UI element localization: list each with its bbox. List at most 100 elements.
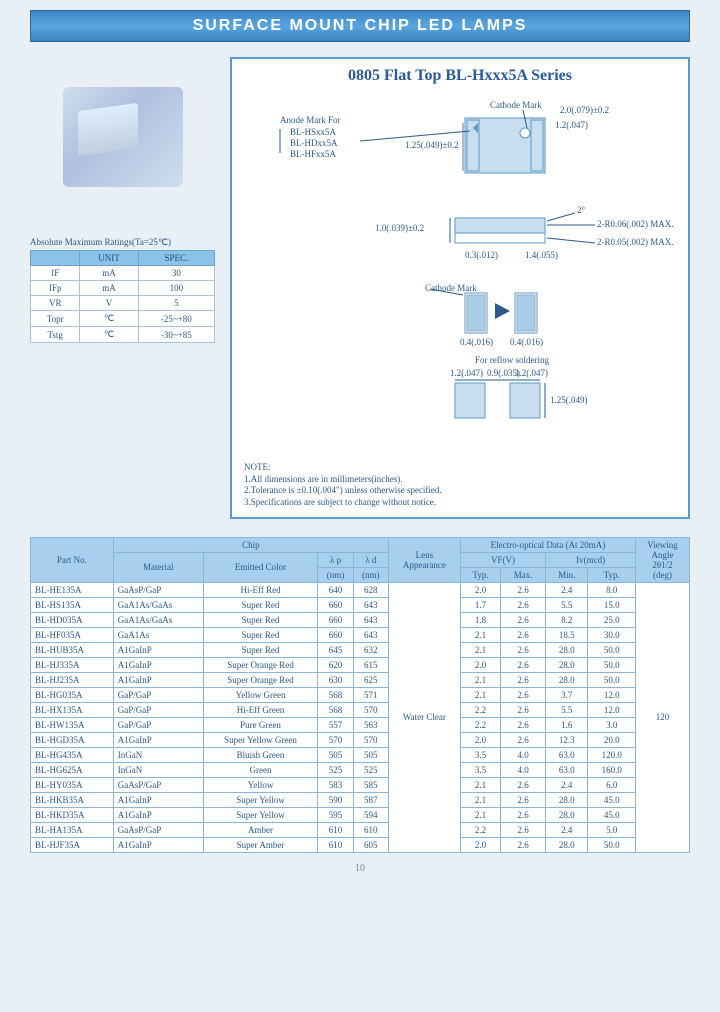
spec-cell: 620: [318, 657, 353, 672]
spec-cell: 2.6: [501, 792, 546, 807]
spec-cell: GaP/GaP: [113, 702, 203, 717]
spec-cell: Green: [203, 762, 318, 777]
spec-cell: 2.6: [501, 717, 546, 732]
spec-cell: 625: [353, 672, 388, 687]
spec-cell: 595: [318, 807, 353, 822]
spec-cell: BL-HW135A: [31, 717, 114, 732]
amr-cell: ℃: [80, 311, 138, 327]
spec-cell: Super Yellow: [203, 792, 318, 807]
spec-cell: 5.5: [546, 597, 588, 612]
spec-cell: 8.2: [546, 612, 588, 627]
spec-cell: 2.6: [501, 642, 546, 657]
spec-cell: Amber: [203, 822, 318, 837]
spec-cell: 45.0: [588, 792, 636, 807]
spec-cell: 63.0: [546, 762, 588, 777]
spec-cell: BL-HE135A: [31, 582, 114, 597]
spec-cell: Super Red: [203, 642, 318, 657]
h-typ2: Typ.: [588, 567, 636, 582]
svg-text:Cathode Mark: Cathode Mark: [490, 100, 542, 110]
spec-cell: 563: [353, 717, 388, 732]
spec-cell: 525: [353, 762, 388, 777]
spec-cell: Super Amber: [203, 837, 318, 852]
spec-cell: BL-HD035A: [31, 612, 114, 627]
spec-cell: 3.0: [588, 717, 636, 732]
spec-cell: 28.0: [546, 792, 588, 807]
spec-cell: 160.0: [588, 762, 636, 777]
amr-h2: SPEC.: [138, 251, 214, 266]
spec-cell: 2.6: [501, 612, 546, 627]
svg-text:Anode Mark For: Anode Mark For: [280, 115, 341, 125]
dimension-diagram: 2.0(.079)±0.2 1.2(.047) 1.25(.049)±0.2 C…: [244, 93, 676, 453]
spec-cell: 2.1: [460, 642, 500, 657]
amr-cell: VR: [31, 296, 80, 311]
h-col: Emitted Color: [203, 552, 318, 582]
spec-cell: 585: [353, 777, 388, 792]
svg-text:1.25(.049): 1.25(.049): [550, 395, 588, 405]
spec-cell: 2.6: [501, 627, 546, 642]
h-vf: VF(V): [460, 552, 545, 567]
spec-cell: 615: [353, 657, 388, 672]
spec-cell: 18.5: [546, 627, 588, 642]
spec-cell: 30.0: [588, 627, 636, 642]
spec-cell: 12.0: [588, 702, 636, 717]
spec-cell: BL-HUB35A: [31, 642, 114, 657]
notes-heading: NOTE:: [244, 462, 271, 472]
spec-cell: 594: [353, 807, 388, 822]
spec-cell: 660: [318, 597, 353, 612]
spec-cell: 2.6: [501, 807, 546, 822]
svg-text:0.4(.016): 0.4(.016): [460, 337, 493, 347]
spec-cell: 2.1: [460, 687, 500, 702]
h-min1: Min.: [546, 567, 588, 582]
h-ld: λ d: [353, 552, 388, 567]
spec-cell: Super Red: [203, 597, 318, 612]
spec-cell: 3.7: [546, 687, 588, 702]
spec-cell: 28.0: [546, 672, 588, 687]
amr-cell: IF: [31, 266, 80, 281]
spec-cell: 505: [318, 747, 353, 762]
svg-text:1.2(.047): 1.2(.047): [450, 368, 483, 378]
amr-cell: mA: [80, 281, 138, 296]
spec-cell: A1GaInP: [113, 657, 203, 672]
h-typ1: Typ.: [460, 567, 500, 582]
amr-cell: IFp: [31, 281, 80, 296]
amr-table: UNIT SPEC. IFmA30IFpmA100VRV5Topr℃-25~+8…: [30, 250, 215, 343]
spec-cell: BL-HY035A: [31, 777, 114, 792]
spec-cell: 2.2: [460, 702, 500, 717]
spec-cell: 660: [318, 612, 353, 627]
spec-cell: 2.6: [501, 582, 546, 597]
spec-cell: BL-HGD35A: [31, 732, 114, 747]
spec-cell: 2.0: [460, 837, 500, 852]
spec-cell: A1GaInP: [113, 807, 203, 822]
spec-cell: 45.0: [588, 807, 636, 822]
spec-cell: Super Red: [203, 627, 318, 642]
spec-cell: 645: [318, 642, 353, 657]
h-lens: Lens Appearance: [388, 537, 460, 582]
spec-cell: GaAsP/GaP: [113, 582, 203, 597]
spec-cell: 2.1: [460, 792, 500, 807]
amr-cell: ℃: [80, 327, 138, 343]
spec-cell: 557: [318, 717, 353, 732]
spec-cell: 643: [353, 627, 388, 642]
svg-text:1.0(.039)±0.2: 1.0(.039)±0.2: [375, 223, 424, 233]
note-3: 3.Specifications are subject to change w…: [244, 497, 436, 507]
spec-cell: 4.0: [501, 762, 546, 777]
spec-cell: 3.5: [460, 762, 500, 777]
svg-text:BL-HDxx5A: BL-HDxx5A: [290, 138, 338, 148]
h-chip: Chip: [113, 537, 388, 552]
spec-cell: 2.1: [460, 627, 500, 642]
spec-cell: Pure Green: [203, 717, 318, 732]
spec-cell: 2.4: [546, 582, 588, 597]
spec-cell: BL-HJF35A: [31, 837, 114, 852]
spec-cell: BL-HKD35A: [31, 807, 114, 822]
spec-cell: 28.0: [546, 807, 588, 822]
notes: NOTE: 1.All dimensions are in millimeter…: [244, 462, 676, 509]
h-nm1: (nm): [318, 567, 353, 582]
spec-cell: GaA1As: [113, 627, 203, 642]
spec-cell: 50.0: [588, 672, 636, 687]
svg-text:0.3(.012): 0.3(.012): [465, 250, 498, 260]
spec-cell: 505: [353, 747, 388, 762]
spec-cell: GaA1As/GaAs: [113, 612, 203, 627]
spec-cell: Super Orange Red: [203, 672, 318, 687]
h-max1: Max.: [501, 567, 546, 582]
page-number: 10: [0, 863, 720, 874]
